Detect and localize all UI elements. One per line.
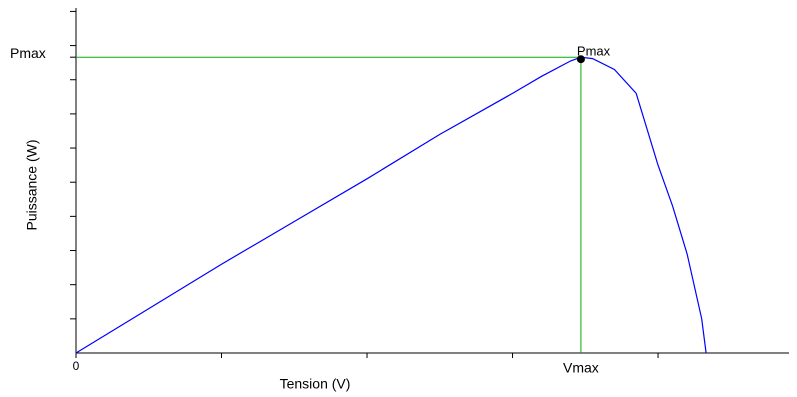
pmax-point-label: Pmax xyxy=(577,44,611,59)
y-axis-title: Puissance (W) xyxy=(24,139,40,230)
pmax-point xyxy=(576,55,585,64)
x-tick-label: 0 xyxy=(73,359,80,373)
vmax-label: Vmax xyxy=(563,360,599,376)
pmax-label: Pmax xyxy=(10,45,46,61)
curve xyxy=(75,56,707,354)
x-axis-title: Tension (V) xyxy=(280,376,351,392)
